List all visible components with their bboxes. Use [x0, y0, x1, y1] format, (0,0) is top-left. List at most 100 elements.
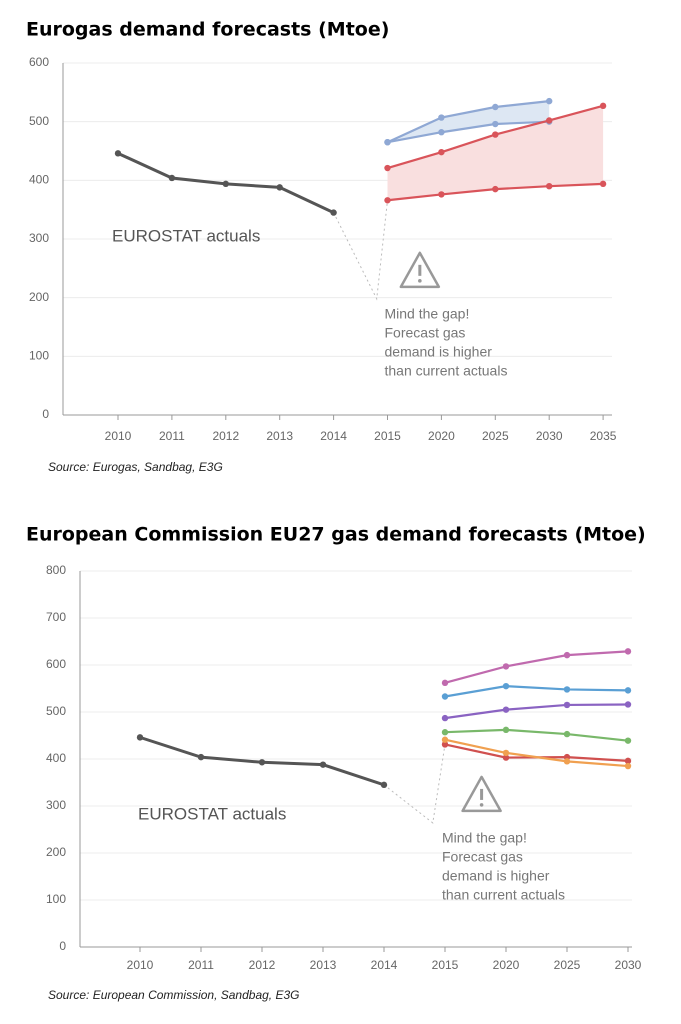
y-tick-label: 300	[29, 231, 49, 245]
y-tick-label: 200	[29, 290, 49, 304]
point	[319, 761, 327, 768]
point	[438, 114, 445, 121]
point	[624, 687, 632, 694]
point	[624, 737, 632, 744]
x-tick-label: 2025	[554, 958, 581, 972]
y-tick-label: 800	[46, 563, 66, 577]
annotation: Mind the gap!	[385, 306, 470, 322]
band-fill	[387, 105, 604, 201]
point	[599, 102, 607, 110]
point	[441, 741, 449, 748]
x-tick-label: 2015	[432, 958, 459, 972]
point	[563, 758, 571, 765]
x-tick-label: 2035	[590, 429, 617, 443]
point	[546, 117, 553, 124]
point	[438, 129, 445, 136]
y-tick-label: 300	[46, 798, 66, 812]
point	[168, 174, 176, 182]
y-tick-label: 400	[29, 173, 49, 187]
x-tick-label: 2030	[615, 958, 642, 972]
point	[384, 197, 391, 204]
source: Source: Eurogas, Sandbag, E3G	[48, 460, 223, 474]
x-tick-label: 2011	[159, 429, 185, 443]
point	[502, 754, 510, 761]
x-tick-label: 2012	[249, 958, 276, 972]
gap-line	[383, 744, 446, 824]
point	[624, 757, 632, 765]
warning-icon	[461, 775, 502, 813]
point	[384, 164, 391, 172]
point	[438, 191, 445, 198]
point	[624, 701, 632, 708]
point	[114, 150, 122, 157]
point	[502, 706, 510, 713]
x-tick-label: 2011	[188, 958, 214, 972]
x-tick-label: 2025	[482, 429, 509, 443]
series-label: EUROSTAT actuals	[112, 226, 260, 245]
y-tick-label: 500	[29, 114, 49, 128]
annotation: demand is higher	[385, 344, 493, 360]
point	[502, 749, 510, 757]
y-tick-label: 200	[46, 845, 66, 859]
point	[441, 714, 449, 722]
y-tick-label: 600	[29, 55, 49, 69]
annotation: Forecast gas	[385, 325, 466, 341]
warning-icon	[399, 251, 441, 289]
series-label: EUROSTAT actuals	[138, 804, 286, 823]
warning-dot	[479, 803, 484, 807]
point	[492, 185, 499, 193]
chart-title: European Commission EU27 gas demand fore…	[26, 524, 646, 546]
y-tick-label: 400	[46, 751, 66, 765]
point	[276, 184, 283, 191]
point	[599, 180, 607, 188]
y-tick-label: 500	[46, 704, 66, 718]
point	[502, 682, 510, 690]
x-tick-label: 2012	[212, 429, 239, 443]
y-tick-label: 700	[46, 610, 66, 624]
x-tick-label: 2010	[127, 958, 154, 972]
point	[624, 762, 632, 770]
annotation: demand is higher	[442, 868, 550, 884]
point	[330, 209, 337, 216]
point	[441, 729, 449, 736]
series-line	[387, 120, 550, 144]
point	[441, 679, 449, 687]
point	[563, 730, 571, 738]
x-tick-label: 2013	[266, 429, 293, 443]
series-line	[444, 685, 629, 698]
y-tick-label: 600	[46, 657, 66, 671]
point	[380, 781, 388, 789]
x-tick-label: 2020	[428, 429, 455, 443]
y-tick-label: 0	[42, 407, 49, 421]
point	[222, 180, 229, 188]
series-line	[444, 743, 629, 762]
gap-line	[333, 200, 388, 301]
point	[502, 726, 510, 734]
x-tick-label: 2014	[371, 958, 398, 972]
point	[492, 120, 499, 128]
annotation: Mind the gap!	[442, 830, 527, 846]
point	[563, 686, 571, 693]
point	[258, 759, 266, 766]
point	[136, 734, 144, 741]
x-tick-label: 2014	[320, 429, 347, 443]
source: Source: European Commission, Sandbag, E3…	[48, 988, 299, 1002]
point	[563, 701, 571, 709]
point	[546, 97, 553, 105]
point	[438, 148, 445, 156]
y-tick-label: 100	[29, 349, 49, 363]
y-tick-label: 0	[59, 939, 66, 953]
point	[492, 103, 499, 111]
series-line	[444, 728, 629, 742]
annotation: than current actuals	[442, 887, 565, 903]
point	[384, 139, 391, 146]
x-tick-label: 2020	[493, 958, 520, 972]
point	[546, 183, 553, 190]
series-line	[444, 703, 629, 720]
warning-dot	[418, 279, 422, 283]
series-line	[444, 738, 629, 768]
x-tick-label: 2010	[105, 429, 132, 443]
series-line	[387, 100, 550, 144]
annotation: Forecast gas	[442, 849, 523, 865]
